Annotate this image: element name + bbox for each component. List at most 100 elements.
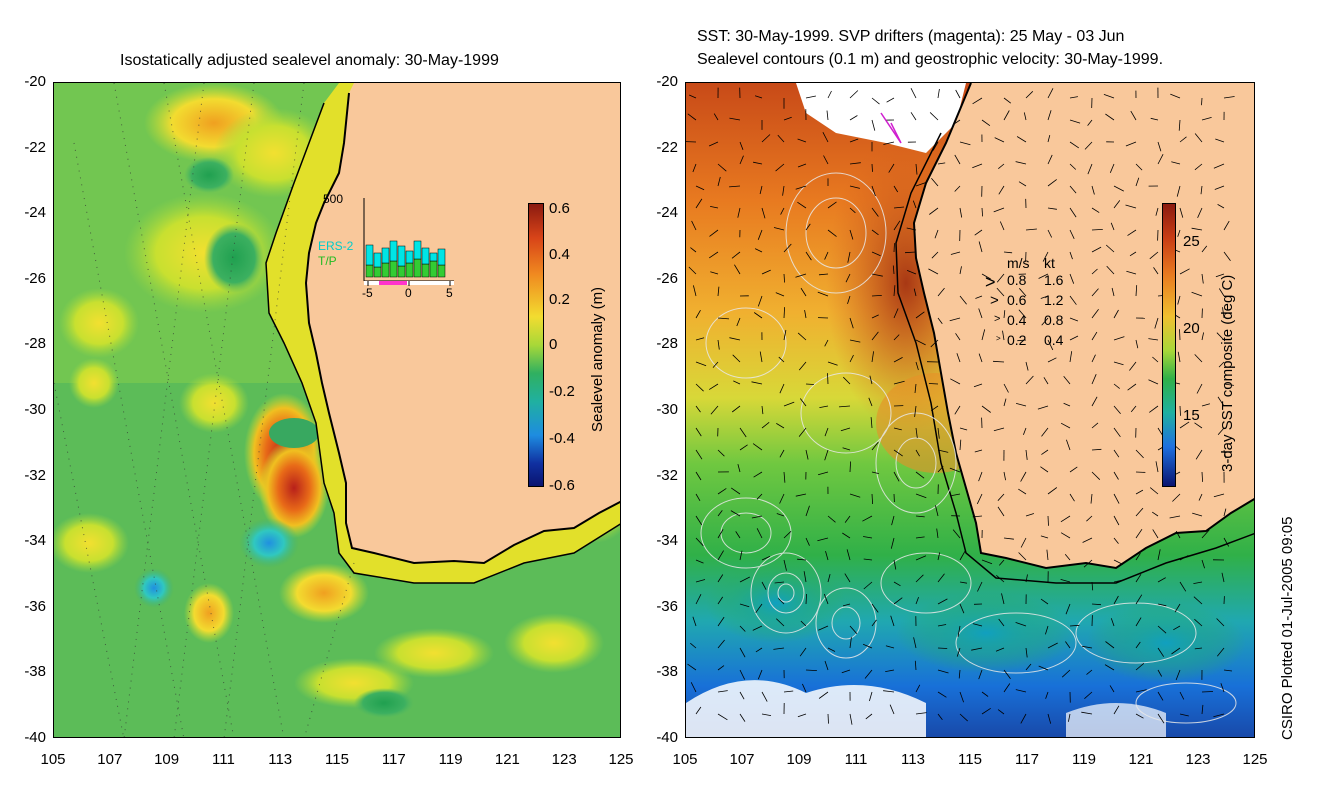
velocity-arrow [952,529,961,539]
velocity-arrow [800,287,807,297]
velocity-arrow [1091,448,1102,451]
velocity-arrow [1091,471,1101,480]
velocity-arrow [739,713,746,722]
velocity-arrow [849,162,861,165]
velocity-arrow [795,273,807,278]
velocity-arrow [752,443,763,451]
velocity-arrow [1135,528,1143,539]
velocity-arrow [981,559,993,565]
velocity-arrow [687,663,697,671]
velocity-arrow [717,574,724,583]
right-map-title-line1: SST: 30-May-1999. SVP drifters (magenta)… [697,28,1125,45]
velocity-arrow [1198,493,1203,501]
velocity-arrow [1135,552,1141,561]
velocity-arrow [1047,154,1053,165]
velocity-arrow [844,573,851,583]
velocity-arrow [972,163,983,169]
velocity-arrow [998,185,1005,195]
velocity-arrow [870,417,873,429]
velocity-arrow [818,691,829,699]
velocity-arrow [893,220,901,231]
velocity-arrow [751,381,763,385]
velocity-arrow [974,449,983,453]
velocity-arrow [952,119,961,126]
velocity-arrow [756,528,763,539]
velocity-arrow [1155,461,1159,473]
velocity-arrow [1201,471,1203,482]
velocity-arrow [929,207,939,215]
velocity-arrow [1091,229,1103,231]
velocity-arrow [998,163,1005,170]
velocity-arrow [1037,405,1049,410]
velocity-arrow [931,251,939,259]
velocity-arrow [826,110,829,121]
velocity-arrow [1177,229,1181,237]
velocity-arrow [1025,663,1032,671]
velocity-arrow [734,264,741,275]
velocity-arrow [915,163,918,175]
velocity-arrow [959,266,962,275]
velocity-arrow [972,97,983,105]
velocity-arrow [849,138,859,143]
velocity-arrow [739,625,746,632]
velocity-arrow [915,574,924,583]
latitude-tick-label: -34 [24,532,46,550]
velocity-arrow [999,221,1005,231]
longitude-tick-label: 107 [729,751,755,768]
velocity-arrow [915,311,925,319]
velocity-arrow [1038,273,1049,279]
velocity-arrow [1151,511,1159,517]
velocity-arrow [1194,422,1203,429]
velocity-arrow [871,229,879,236]
sst-tick: 15 [1183,407,1200,424]
velocity-arrow [1105,244,1115,253]
velocity-arrow [1069,96,1078,99]
velocity-arrow [827,90,832,99]
latitude-tick-label: -20 [24,73,46,90]
velocity-arrow [1046,549,1049,561]
velocity-arrow [1172,493,1181,502]
velocity-arrow [1091,207,1100,213]
velocity-arrow [717,339,720,350]
velocity-arrow [937,691,947,698]
velocity-arrow [862,515,873,522]
velocity-arrow [827,713,829,724]
longitude-tick-label: 121 [494,751,520,768]
velocity-arrow [1069,141,1080,149]
velocity-arrow [1025,513,1035,517]
velocity-arrow [869,375,873,385]
velocity-arrow [937,88,940,99]
velocity-arrow [935,505,939,517]
velocity-arrow [805,537,810,546]
velocity-arrow [1218,288,1225,297]
velocity-arrow [1043,377,1049,385]
sst-tick: 20 [1183,320,1200,337]
velocity-arrow [1091,331,1098,341]
velocity-arrow [1069,493,1075,502]
velocity-arrow [1213,493,1225,498]
velocity-arrow [1179,555,1189,561]
velocity-arrow [1047,179,1057,187]
inset-xtick-neg5: -5 [362,286,373,300]
latitude-tick-label: -32 [656,466,678,484]
velocity-arrow [1091,603,1102,606]
velocity-arrow [871,295,882,297]
velocity-arrow [1135,689,1147,693]
velocity-arrow [755,647,763,653]
velocity-arrow [849,461,851,473]
velocity-arrow [1083,559,1093,568]
velocity-arrow [883,690,895,693]
velocity-arrow [842,603,851,607]
velocity-legend-arrow: > [994,313,1001,325]
velocity-arrow [1179,405,1181,416]
velocity-arrow [849,317,854,329]
velocity-arrow [849,625,858,634]
velocity-arrow [1223,669,1233,672]
velocity-arrow [890,615,895,627]
velocity-arrow [1042,251,1049,262]
velocity-arrow [975,295,983,299]
velocity-arrow [1069,251,1073,260]
velocity-arrow [827,647,836,652]
velocity-arrow [1126,270,1137,275]
velocity-arrow [913,637,917,649]
